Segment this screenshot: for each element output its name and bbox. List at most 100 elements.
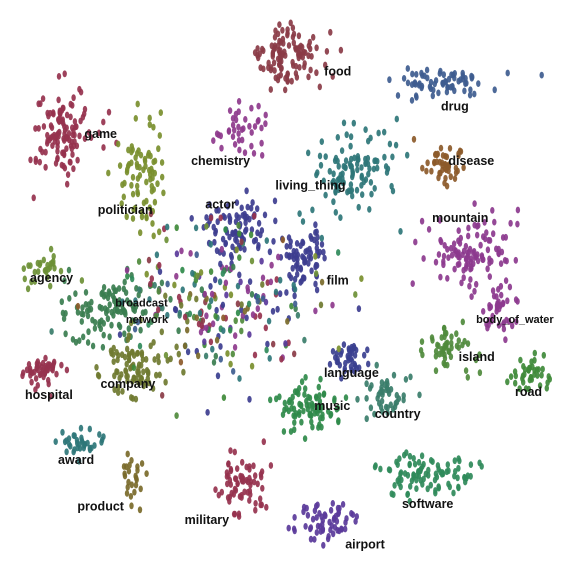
point-military xyxy=(244,463,249,471)
point-mixed xyxy=(182,342,188,350)
point-actor xyxy=(271,238,276,245)
point-chemistry xyxy=(249,142,254,150)
point-mountain xyxy=(515,220,520,228)
point-mixed xyxy=(295,311,301,319)
point-mountain xyxy=(490,207,495,214)
cluster-labels: food drug game chemistry disease living_thing… xyxy=(25,64,554,551)
point-island xyxy=(429,334,435,341)
point-island xyxy=(473,356,479,364)
point-company xyxy=(119,351,125,359)
point-body-of-water xyxy=(504,316,509,324)
point-software xyxy=(430,458,435,465)
point-drug xyxy=(505,69,510,77)
point-mixed xyxy=(148,210,154,218)
point-politician xyxy=(147,204,152,212)
point-broadcast-network xyxy=(133,303,139,310)
cluster-label-body-of-water: body_of_water xyxy=(476,314,554,326)
point-game xyxy=(72,118,78,125)
point-company xyxy=(159,328,164,336)
point-drug xyxy=(405,79,411,87)
point-living-thing xyxy=(382,128,387,136)
point-actor xyxy=(256,244,261,252)
point-mixed xyxy=(242,307,248,315)
point-body-of-water xyxy=(510,322,515,330)
point-software xyxy=(436,484,441,492)
point-military xyxy=(225,494,231,502)
point-living-thing xyxy=(382,153,387,161)
point-living-thing xyxy=(327,167,332,175)
point-chemistry xyxy=(256,117,261,124)
point-mixed xyxy=(246,300,252,308)
point-country xyxy=(364,395,369,402)
point-living-thing xyxy=(323,153,328,161)
point-politician xyxy=(129,159,134,167)
point-politician xyxy=(150,174,155,182)
point-island xyxy=(435,341,440,349)
point-mountain xyxy=(452,246,457,254)
point-mixed xyxy=(128,319,134,327)
point-actor xyxy=(249,226,255,234)
point-actor xyxy=(207,201,212,208)
point-broadcast-network xyxy=(113,287,119,295)
point-actor xyxy=(255,229,260,237)
point-island xyxy=(439,334,444,341)
point-broadcast-network xyxy=(86,328,91,336)
point-mixed xyxy=(208,214,214,222)
point-mixed xyxy=(178,358,184,366)
point-music xyxy=(312,409,317,417)
point-mountain xyxy=(498,260,504,267)
point-food xyxy=(272,67,277,74)
point-island xyxy=(454,330,459,338)
point-hospital xyxy=(21,369,26,377)
point-mixed xyxy=(247,278,253,285)
point-mixed xyxy=(265,340,270,348)
cluster-label-product: product xyxy=(77,500,124,514)
point-actor xyxy=(249,204,254,212)
point-broadcast-network xyxy=(116,301,121,308)
point-living-thing xyxy=(310,206,315,214)
point-chemistry xyxy=(236,137,242,144)
point-music xyxy=(291,412,296,419)
point-politician xyxy=(124,213,129,221)
point-actor xyxy=(215,218,220,226)
point-mixed xyxy=(182,313,188,321)
point-politician xyxy=(147,114,152,122)
point-body-of-water xyxy=(503,336,508,344)
point-mixed xyxy=(217,278,223,286)
point-drug xyxy=(410,70,415,78)
point-company xyxy=(135,350,140,357)
point-drug xyxy=(463,80,468,87)
point-broadcast-network xyxy=(83,289,89,296)
point-film xyxy=(284,289,289,296)
point-music xyxy=(317,402,322,409)
point-actor xyxy=(242,213,248,220)
point-road xyxy=(540,365,545,373)
point-software xyxy=(445,461,450,469)
point-actor xyxy=(259,227,265,234)
point-broadcast-network xyxy=(136,291,141,299)
cluster-label-network: network xyxy=(126,314,169,326)
point-road xyxy=(527,376,532,384)
point-film xyxy=(295,264,300,272)
point-food xyxy=(328,28,333,36)
point-mixed xyxy=(264,346,269,354)
point-food xyxy=(283,75,288,82)
point-body-of-water xyxy=(494,307,499,315)
point-road xyxy=(523,385,529,392)
point-politician xyxy=(135,188,140,196)
point-film xyxy=(298,242,303,250)
point-mixed xyxy=(160,304,165,312)
point-game xyxy=(64,145,69,153)
point-country xyxy=(408,373,413,381)
point-broadcast-network xyxy=(159,279,165,287)
point-mountain xyxy=(468,276,473,283)
point-actor xyxy=(256,219,262,227)
point-mixed xyxy=(239,306,244,314)
point-chemistry xyxy=(241,125,246,132)
point-drug xyxy=(470,73,475,81)
point-disease xyxy=(442,179,447,187)
point-mixed xyxy=(248,231,254,239)
point-software xyxy=(425,485,430,493)
point-broadcast-network xyxy=(88,305,94,313)
point-island xyxy=(449,333,454,341)
